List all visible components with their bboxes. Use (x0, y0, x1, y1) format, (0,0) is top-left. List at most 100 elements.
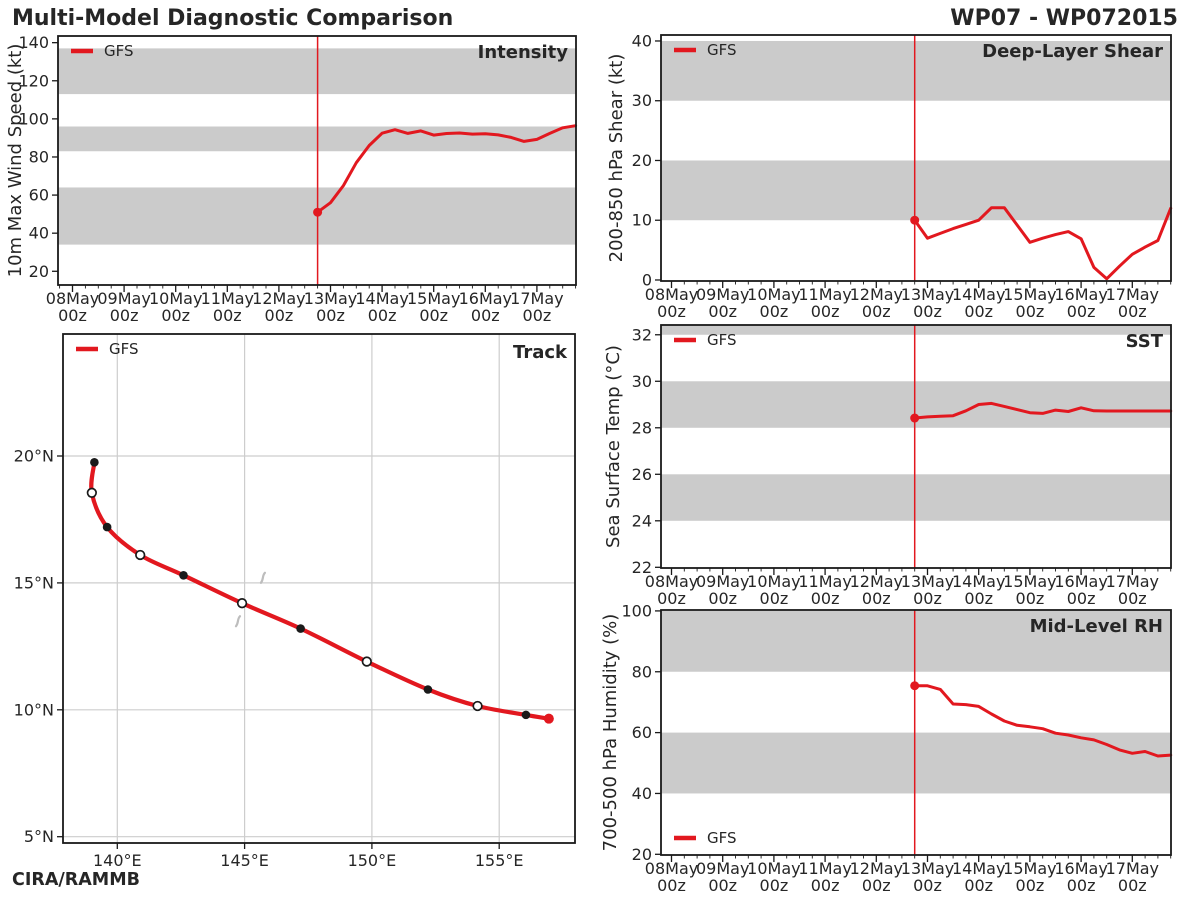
rh-panel: 08May00z09May00z10May00z11May00z12May00z… (600, 601, 1173, 895)
x-tick-label: 17May (510, 289, 563, 308)
x-tick-sublabel: 00z (862, 876, 891, 895)
x-tick-sublabel: 00z (1118, 876, 1147, 895)
x-tick-label: 08May (645, 572, 698, 591)
x-tick-label: 17May (1106, 572, 1159, 591)
shaded-band (661, 160, 1171, 221)
x-tick-label: 12May (850, 285, 903, 304)
x-tick-label: 08May (645, 859, 698, 878)
y-tick-label: 24 (632, 511, 652, 530)
x-tick-sublabel: 00z (213, 306, 242, 325)
x-tick-label: 11May (201, 289, 254, 308)
y-tick-label: 22 (632, 558, 652, 577)
lon-tick-label: 145°E (220, 851, 269, 870)
rh-axis-label: 700-500 hPa Humidity (%) (600, 614, 621, 852)
x-tick-sublabel: 00z (1016, 876, 1045, 895)
intensity-gfs-line (316, 124, 578, 214)
y-axis-ticks: 0 10 20 30 40 (632, 31, 661, 289)
x-tick-sublabel: 00z (1118, 302, 1147, 321)
intensity-init-dot (313, 207, 323, 217)
sst-init-dot (910, 413, 920, 423)
x-tick-sublabel: 00z (811, 589, 840, 608)
track-panel: 140°E 145°E 150°E 155°E 5°N 10°N 15°N 20°N Track… (14, 333, 576, 870)
x-tick-sublabel: 00z (471, 306, 500, 325)
x-tick-sublabel: 00z (862, 302, 891, 321)
x-tick-label: 13May (901, 572, 954, 591)
x-tick-label: 17May (1106, 859, 1159, 878)
y-tick-label: 0 (642, 270, 652, 289)
x-tick-label: 11May (798, 572, 851, 591)
track-point-12z (236, 598, 248, 609)
axes-frame (660, 34, 1172, 282)
x-axis-ticks: 08May00z09May00z10May00z11May00z12May00z… (645, 568, 1172, 608)
shaded-band (661, 610, 1171, 672)
track-point-00z (102, 522, 112, 532)
x-tick-sublabel: 00z (1067, 589, 1096, 608)
x-axis-ticks: 08May00z09May00z10May00z11May00z12May00z… (645, 281, 1172, 321)
x-tick-label: 09May (696, 285, 749, 304)
x-tick-label: 15May (407, 289, 460, 308)
track-init-dot (543, 713, 554, 724)
x-tick-sublabel: 00z (657, 302, 686, 321)
x-tick-sublabel: 00z (1016, 589, 1045, 608)
x-tick-sublabel: 00z (419, 306, 448, 325)
x-tick-sublabel: 00z (1016, 302, 1045, 321)
y-tick-label: 80 (632, 662, 652, 681)
y-tick-label: 60 (632, 723, 652, 742)
x-tick-label: 12May (850, 859, 903, 878)
legend-gfs: GFS (674, 829, 737, 847)
track-points (86, 458, 554, 724)
lon-tick-label: 155°E (475, 851, 524, 870)
intensity-panel: 08May00z09May00z10May00z11May00z12May00z… (5, 33, 578, 325)
shear-init-dot (910, 215, 920, 225)
x-tick-sublabel: 00z (265, 306, 294, 325)
track-point-00z (521, 710, 531, 720)
x-tick-label: 10May (747, 572, 800, 591)
track-point-12z (86, 487, 97, 498)
x-tick-label: 14May (952, 572, 1005, 591)
shear-title: Deep-Layer Shear (982, 41, 1163, 62)
x-tick-sublabel: 00z (708, 302, 737, 321)
x-tick-label: 13May (304, 289, 357, 308)
x-tick-sublabel: 00z (368, 306, 397, 325)
x-tick-label: 13May (901, 859, 954, 878)
x-tick-sublabel: 00z (708, 876, 737, 895)
track-point-12z (361, 656, 372, 667)
y-tick-label: 20 (632, 845, 652, 864)
x-tick-label: 08May (46, 289, 99, 308)
island-shapes (234, 571, 267, 628)
lat-tick-label: 15°N (14, 573, 54, 592)
x-tick-sublabel: 00z (1067, 876, 1096, 895)
x-tick-sublabel: 00z (913, 876, 942, 895)
x-tick-label: 16May (1054, 572, 1107, 591)
y-tick-label: 120 (18, 71, 49, 90)
x-tick-sublabel: 00z (657, 589, 686, 608)
x-tick-sublabel: 00z (760, 302, 789, 321)
track-point-00z (90, 458, 99, 467)
legend-label: GFS (109, 340, 139, 358)
x-tick-sublabel: 00z (1067, 302, 1096, 321)
storm-id-title: WP07 - WP072015 (950, 6, 1178, 31)
lon-tick-label: 140°E (93, 851, 142, 870)
x-tick-label: 09May (97, 289, 150, 308)
track-point-00z (179, 570, 188, 580)
rh-gfs-line (913, 684, 1173, 758)
x-tick-label: 15May (1003, 859, 1056, 878)
x-tick-sublabel: 00z (964, 589, 993, 608)
x-tick-label: 13May (901, 285, 954, 304)
y-axis-ticks: 20 40 60 80 100 120 140 (18, 33, 58, 281)
legend-label: GFS (104, 42, 134, 60)
track-gridlines (63, 334, 575, 843)
sst-gfs-line (913, 401, 1173, 420)
x-tick-sublabel: 00z (811, 876, 840, 895)
track-gfs-line (89, 460, 551, 721)
x-tick-sublabel: 00z (316, 306, 345, 325)
x-tick-label: 17May (1106, 285, 1159, 304)
rh-title: Mid-Level RH (1030, 616, 1163, 637)
legend-gfs: GFS (674, 331, 737, 349)
x-tick-sublabel: 00z (161, 306, 190, 325)
y-tick-label: 30 (632, 372, 652, 391)
y-tick-label: 80 (29, 147, 49, 166)
x-tick-label: 14May (355, 289, 408, 308)
x-tick-label: 10May (747, 285, 800, 304)
